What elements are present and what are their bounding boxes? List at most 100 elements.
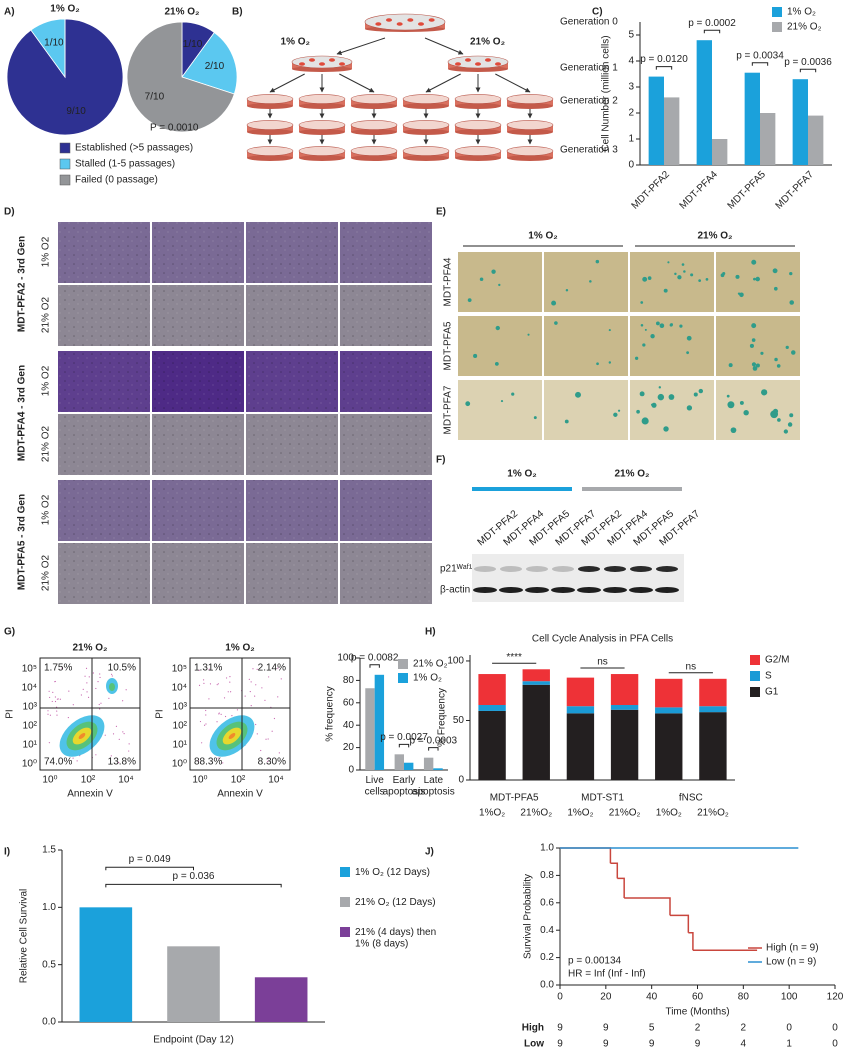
event (111, 675, 113, 677)
generation-label: Generation 0 (560, 17, 618, 28)
x-tick-label: Late apoptosis (412, 775, 455, 798)
band-label: β-actin (440, 585, 470, 596)
bar (254, 977, 308, 1022)
event (205, 723, 207, 725)
event (216, 684, 218, 686)
micrograph-texture (152, 285, 244, 346)
legend-swatch (772, 22, 782, 32)
band (500, 566, 522, 572)
stained-cell (789, 300, 795, 305)
generation-label: Generation 2 (560, 96, 618, 107)
risk-value: 4 (741, 1039, 747, 1050)
stained-cell (659, 323, 665, 329)
generation-label: Generation 1 (560, 63, 618, 74)
legend-label: 21% O₂ (12 Days) (355, 897, 436, 908)
band (551, 587, 575, 593)
y-tick-label: 40 (343, 720, 355, 731)
event (268, 676, 270, 678)
risk-row-name: High (522, 1023, 544, 1034)
stained-cell (787, 422, 793, 427)
x-tick-label: 10⁰ (42, 775, 57, 786)
event (261, 687, 263, 689)
bracket (369, 664, 380, 668)
x-tick-label: 20 (600, 992, 612, 1003)
event (223, 697, 226, 699)
panel-label: H) (425, 627, 436, 638)
stained-cell (608, 361, 612, 364)
dish-top (506, 120, 554, 130)
risk-row-name: Low (524, 1039, 544, 1050)
band (474, 566, 496, 572)
y-tick-label: 3 (628, 82, 634, 93)
stained-cell (774, 357, 778, 362)
event (267, 760, 269, 763)
cell (465, 58, 471, 62)
event (255, 723, 257, 726)
event (104, 734, 106, 736)
micrograph-texture (58, 543, 150, 604)
event (56, 714, 58, 716)
y-tick-label: 0 (348, 765, 354, 776)
stained-cell (686, 335, 692, 341)
micrograph-texture (152, 351, 244, 412)
column-label: 1% O₂ (528, 231, 557, 242)
bar-segment (655, 678, 683, 708)
event (222, 762, 224, 764)
x-tick-label: 100 (781, 992, 798, 1003)
event (209, 683, 212, 685)
p-value: p = 0.0003 (410, 735, 458, 746)
bar (365, 688, 375, 770)
significance: **** (506, 652, 522, 663)
event (225, 677, 228, 679)
event (125, 689, 127, 691)
event (278, 752, 280, 754)
stained-cell (777, 418, 781, 422)
stained-cell (789, 271, 793, 276)
stained-cell (668, 394, 675, 400)
significance: ns (686, 661, 697, 672)
dish-top (350, 120, 398, 130)
dish-top (298, 94, 346, 104)
bar-segment (699, 712, 727, 780)
quadrant-label: 1.75% (44, 663, 72, 674)
event (95, 754, 97, 756)
x-tick-label: MDT-PFA5 (726, 169, 769, 212)
micrograph-texture (246, 414, 338, 475)
event (108, 697, 110, 699)
dish-base (403, 155, 449, 161)
stained-cell (667, 261, 670, 264)
cell (299, 62, 305, 66)
cell (455, 62, 461, 66)
bar-segment (522, 681, 550, 685)
micrograph-texture (246, 222, 338, 283)
stained-cell (751, 338, 756, 342)
event (86, 682, 88, 684)
legend-label: S (765, 671, 772, 682)
stained-cell (752, 366, 758, 371)
dish-top (402, 146, 450, 156)
legend-label: Established (>5 passages) (75, 143, 193, 154)
x-tick-label: MDT-PFA4 (678, 169, 721, 212)
group-label: MDT-ST1 (581, 793, 624, 804)
event (82, 688, 84, 690)
legend-swatch (750, 687, 760, 697)
survival-step (688, 932, 694, 951)
stained-cell (755, 363, 760, 368)
event (264, 699, 266, 702)
y-tick-label: 4 (628, 56, 634, 67)
dish-base (247, 155, 293, 161)
panel-label: F) (436, 455, 445, 466)
event (244, 695, 246, 697)
event (256, 668, 258, 670)
arrow (336, 37, 386, 55)
event (227, 691, 229, 693)
y-tick-label: 0 (628, 160, 634, 171)
event (231, 715, 233, 717)
bar (167, 946, 220, 1022)
panel-label: C) (592, 7, 603, 18)
bracket (428, 747, 439, 751)
event (199, 720, 202, 723)
bar-segment (522, 684, 550, 780)
event (54, 700, 57, 703)
bar-segment (699, 706, 727, 713)
